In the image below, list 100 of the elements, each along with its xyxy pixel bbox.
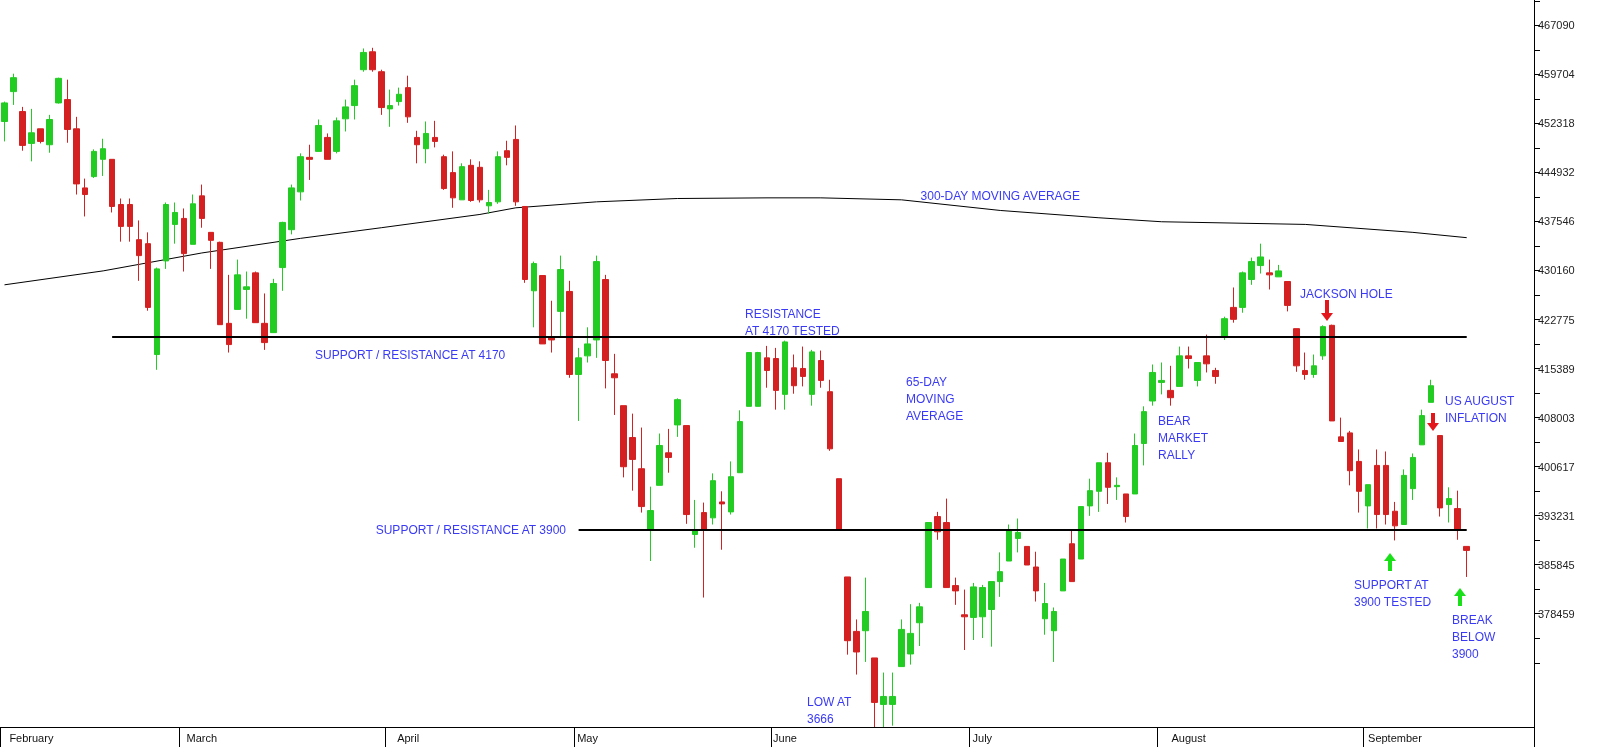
candlestick [46, 114, 53, 154]
candlestick [764, 345, 770, 389]
x-tick-label: June [773, 731, 797, 744]
candlestick [862, 577, 869, 663]
candlestick [1410, 452, 1416, 501]
candlestick [1203, 334, 1210, 373]
candlestick [486, 189, 492, 215]
x-tick-label: April [397, 731, 420, 744]
candlestick [1105, 452, 1111, 505]
x-tick-label: May [577, 731, 599, 744]
candlestick [629, 413, 636, 492]
candlestick [575, 347, 582, 422]
candlestick [1293, 328, 1300, 373]
y-tick-label: 444932 [1538, 166, 1575, 179]
candlestick [333, 117, 340, 154]
candlestick [234, 259, 241, 310]
candlestick [118, 198, 124, 243]
candlestick [566, 280, 573, 379]
y-tick-label: 430160 [1538, 264, 1575, 277]
y-tick-label: 385845 [1538, 558, 1575, 571]
series-label: 300-DAY MOVING AVERAGE [920, 189, 1080, 204]
candlestick [665, 428, 672, 474]
candlestick [145, 231, 151, 312]
candlestick [1428, 379, 1434, 403]
candlestick [1419, 409, 1425, 446]
candlestick [1239, 271, 1246, 314]
candlestick [154, 267, 160, 371]
annotation: JACKSON HOLE [1300, 286, 1393, 301]
candlestick [1311, 354, 1317, 379]
candlestick [172, 202, 178, 245]
y-tick-label: 467090 [1538, 19, 1575, 32]
candlestick [997, 551, 1003, 598]
candlestick [1158, 362, 1165, 395]
candlestick [836, 478, 842, 531]
candlestick [396, 87, 402, 107]
y-tick-label: 408003 [1538, 411, 1575, 424]
candlestick [1437, 435, 1443, 518]
candlestick [369, 47, 376, 73]
candlestick [1033, 551, 1039, 603]
candlestick [1365, 484, 1371, 529]
candlestick [539, 275, 546, 345]
candlestick [1356, 448, 1362, 514]
candlestick [1338, 417, 1344, 443]
candlestick [315, 119, 322, 152]
candlestick [620, 405, 627, 478]
candlestick [584, 326, 591, 363]
candlestick [746, 352, 752, 407]
candlestick [782, 340, 788, 411]
candlestick [1347, 430, 1353, 486]
candlestick [226, 274, 232, 354]
candlestick [351, 79, 358, 121]
candlestick [37, 128, 44, 144]
candlestick [387, 89, 393, 128]
candlestick [1185, 346, 1192, 369]
candlestick [252, 271, 259, 324]
candlestick [961, 589, 968, 651]
candlestick [809, 349, 815, 407]
candlestick [1006, 524, 1012, 562]
candlestick [1141, 405, 1147, 466]
candlestick [10, 73, 17, 106]
candlestick [19, 106, 26, 152]
candlestick [1248, 257, 1255, 286]
annotation: BEAR MARKET RALLY [1158, 413, 1209, 462]
candlestick [1096, 462, 1102, 513]
candlestick [297, 152, 304, 202]
candlestick [674, 397, 681, 438]
candlestick [1302, 352, 1308, 381]
candlestick [306, 144, 313, 181]
candlestick [557, 255, 564, 337]
candlestick [1087, 478, 1093, 517]
ref-line-label: SUPPORT / RESISTANCE AT 3900 [375, 523, 567, 537]
candlestick [1015, 518, 1021, 553]
candlestick [1320, 324, 1326, 361]
candlestick [495, 150, 501, 205]
x-tick-label: February [9, 731, 54, 744]
candlestick [279, 221, 286, 292]
candlestick [1078, 506, 1084, 560]
candlestick [844, 576, 851, 656]
candlestick [423, 121, 429, 164]
candlestick [916, 602, 923, 647]
candlestick [988, 581, 995, 648]
candlestick [531, 261, 537, 328]
candlestick [791, 354, 797, 395]
candlestick [91, 148, 97, 179]
candlestick [710, 472, 716, 525]
candlestick [602, 274, 609, 389]
candlestick [288, 184, 295, 235]
candlestick [773, 347, 779, 411]
candlestick [692, 499, 698, 549]
candlestick [701, 502, 707, 599]
y-tick-label: 422775 [1538, 313, 1575, 326]
x-tick-label: September [1368, 731, 1423, 744]
x-tick-label: August [1171, 731, 1206, 744]
candlestick [55, 77, 62, 105]
candlestick [1, 101, 8, 142]
candlestick [1176, 346, 1183, 387]
candlestick [827, 379, 833, 452]
candlestick [1069, 529, 1075, 583]
candlestick [1221, 316, 1228, 341]
candlestick [1194, 362, 1201, 387]
